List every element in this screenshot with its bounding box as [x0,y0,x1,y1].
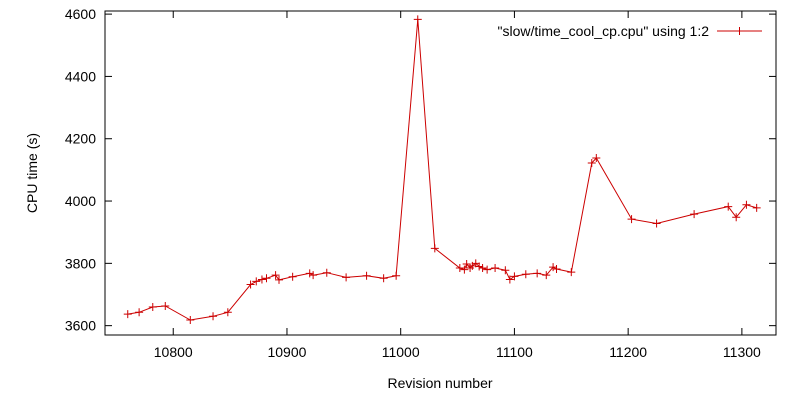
data-point [533,269,542,278]
data-point [462,259,471,268]
data-point [742,200,751,209]
data-point [379,274,388,283]
data-point [724,202,733,211]
data-point [505,275,514,284]
data-point [288,272,297,281]
data-point [362,271,371,280]
y-tick-label: 3600 [65,318,96,334]
data-point [521,270,530,279]
data-point [652,219,661,228]
data-point [271,271,280,280]
legend-marker [735,27,744,35]
data-point [483,265,492,274]
data-point [342,273,351,282]
x-tick-label: 10800 [154,344,193,360]
data-point [305,269,314,278]
x-tick-label: 11100 [496,344,533,360]
data-point [262,274,271,283]
data-point [732,213,741,222]
y-axis: 3600 3800 4000 4200 4400 4600 [65,6,776,334]
data-point [322,268,331,277]
data-point [501,266,510,275]
data-point [430,244,439,253]
x-axis-label: Revision number [387,375,492,391]
legend-label: "slow/time_cool_cp.cpu" using 1:2 [498,23,710,39]
plot-frame [104,10,777,336]
data-point [587,159,596,168]
legend: "slow/time_cool_cp.cpu" using 1:2 [498,23,762,39]
data-point [690,210,699,219]
data-point [123,310,132,319]
data-point [542,271,551,280]
data-point [135,308,144,317]
y-axis-label: CPU time (s) [24,133,40,213]
data-point [592,154,601,163]
x-tick-label: 11300 [723,344,761,360]
data-point [246,280,255,289]
data-point [478,264,487,273]
data-point [275,275,284,284]
x-axis: 10800 10900 11000 11100 11200 11300 [154,11,761,360]
data-point [567,268,576,277]
data-point [148,302,157,311]
series-layer [123,15,761,325]
data-point [455,264,464,273]
data-point [186,316,195,325]
data-point [752,203,761,212]
data-point [627,215,636,224]
data-point [460,265,469,274]
data-point [392,271,401,280]
data-point [510,272,519,281]
data-point [413,15,422,24]
y-tick-label: 4000 [65,193,96,209]
y-tick-label: 3800 [65,255,96,271]
data-point [309,271,318,280]
data-point [549,263,558,272]
data-point [209,312,218,321]
y-tick-label: 4400 [65,68,96,84]
x-tick-label: 10900 [267,344,306,360]
data-point [491,264,500,273]
data-point [161,302,170,311]
series-line [127,19,757,321]
y-tick-label: 4600 [65,6,96,22]
data-point [252,277,261,286]
data-point [475,262,484,271]
data-point [257,275,266,284]
y-tick-label: 4200 [65,131,96,147]
data-point [223,308,232,317]
data-point [552,264,561,273]
x-tick-label: 11200 [609,344,647,360]
x-tick-label: 11000 [382,344,420,360]
